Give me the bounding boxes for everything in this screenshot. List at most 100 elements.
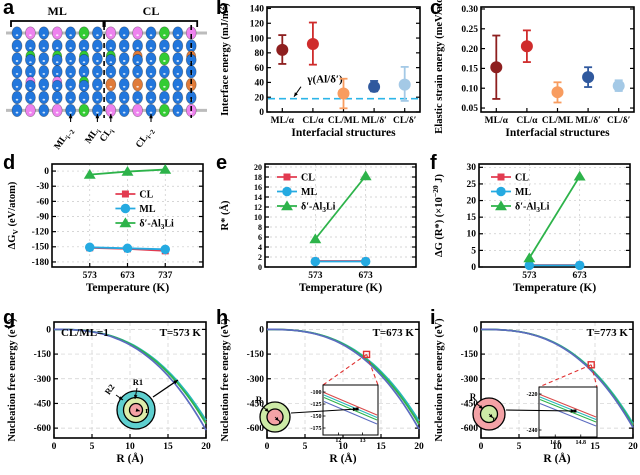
svg-text:0: 0	[259, 325, 264, 335]
svg-text:14.8: 14.8	[576, 440, 587, 446]
panel-c: c 0.05 0.10 0.15 0.20 0.25 0.30 ML/α CL/α CL/ML M…	[427, 0, 640, 155]
svg-text:20: 20	[414, 442, 424, 452]
svg-text:0: 0	[471, 263, 476, 273]
svg-text:0: 0	[259, 108, 264, 118]
svg-text:δ′-Al3Li: δ′-Al3Li	[301, 201, 336, 214]
svg-text:-90: -90	[36, 212, 49, 222]
svg-text:140: 140	[250, 5, 265, 15]
svg-text:-300: -300	[461, 375, 479, 385]
panel-g: g 0 -150 -300 -450 -600 0 5 10 15 20 CL/ML=1 T=573 …	[0, 307, 213, 475]
svg-text:-600: -600	[34, 424, 52, 434]
panel-b-interface-energy-chart: 0 20 40 60 80 100 120 140 ML/α CL/α CL/ML ML/δ′ CL/δ…	[217, 3, 421, 139]
panel-h: h 0 -150 -300 -450 -600 0 5 10 15 20 T=673 K Nuclea…	[213, 307, 427, 475]
svg-text:ML/α: ML/α	[485, 116, 509, 126]
svg-text:γ(Al/δ′): γ(Al/δ′)	[306, 74, 343, 86]
svg-text:CL/ML: CL/ML	[542, 116, 573, 126]
svg-text:573: 573	[522, 271, 537, 281]
svg-text:ML: ML	[48, 4, 67, 18]
panel-i: i 0 -150 -300 -450 -600 0 5 10 15 20 T=773 K Nuclea…	[427, 307, 640, 475]
svg-text:15: 15	[376, 442, 386, 452]
svg-text:15: 15	[467, 213, 477, 223]
svg-text:ΔGV (eV/atom): ΔGV (eV/atom)	[7, 181, 20, 249]
svg-text:CLi: CLi	[98, 126, 116, 145]
svg-text:R: R	[256, 395, 263, 405]
svg-text:15: 15	[590, 442, 600, 452]
svg-text:ML: ML	[139, 204, 155, 215]
svg-text:MLi−2: MLi−2	[53, 126, 77, 153]
svg-text:20: 20	[467, 196, 477, 206]
panel-b-letter: b	[216, 0, 229, 19]
svg-text:-30: -30	[36, 182, 49, 192]
svg-text:5: 5	[303, 442, 308, 452]
svg-text:CL/ML: CL/ML	[328, 116, 359, 126]
svg-text:R (Å): R (Å)	[543, 451, 570, 465]
svg-text:20: 20	[628, 442, 638, 452]
svg-text:10: 10	[467, 230, 477, 240]
svg-text:-60: -60	[36, 197, 49, 207]
svg-text:-180: -180	[32, 258, 50, 268]
svg-text:Temperature (K): Temperature (K)	[86, 282, 170, 294]
svg-text:13: 13	[360, 438, 366, 444]
panel-e-letter: e	[216, 152, 228, 174]
svg-text:0: 0	[46, 325, 51, 335]
svg-text:-150: -150	[461, 350, 479, 360]
svg-text:0.30: 0.30	[461, 5, 478, 15]
svg-text:-125: -125	[311, 402, 322, 408]
svg-text:8: 8	[258, 223, 262, 232]
svg-text:R (Å): R (Å)	[116, 451, 143, 465]
svg-text:Nucleation free energy (eV): Nucleation free energy (eV)	[434, 318, 445, 442]
svg-text:6: 6	[258, 233, 262, 242]
svg-text:R1: R1	[133, 377, 143, 387]
svg-text:0: 0	[52, 442, 57, 452]
svg-text:12: 12	[335, 438, 341, 444]
svg-text:-600: -600	[461, 424, 479, 434]
svg-text:CL: CL	[515, 172, 529, 183]
svg-text:-300: -300	[247, 375, 265, 385]
svg-text:Elastic strain energy (meV/ato: Elastic strain energy (meV/atom)	[434, 0, 445, 134]
svg-text:ML/δ′: ML/δ′	[361, 116, 387, 126]
svg-text:0: 0	[479, 442, 484, 452]
svg-text:120: 120	[250, 19, 265, 29]
panel-f-letter: f	[430, 152, 437, 174]
svg-text:0: 0	[44, 167, 49, 177]
svg-text:CL/ML=1: CL/ML=1	[61, 327, 109, 339]
svg-text:16: 16	[254, 183, 262, 192]
svg-text:CL/δ′: CL/δ′	[607, 116, 631, 126]
svg-text:CLi−2: CLi−2	[134, 126, 157, 152]
svg-text:10: 10	[552, 442, 562, 452]
svg-text:5: 5	[90, 442, 95, 452]
svg-text:CL/δ′: CL/δ′	[393, 116, 417, 126]
panel-b: b 0 20 40 60 80 100 120 140 ML/α CL/α CL/ML ML/δ′ CL…	[213, 0, 427, 155]
svg-text:5: 5	[471, 246, 476, 256]
panel-c-letter: c	[430, 0, 442, 19]
panel-d-letter: d	[3, 152, 16, 174]
svg-text:CL/α: CL/α	[302, 116, 324, 126]
svg-text:r: r	[278, 418, 281, 426]
svg-text:ΔG (R*) (×10−20 J): ΔG (R*) (×10−20 J)	[431, 173, 445, 257]
svg-text:CL: CL	[143, 4, 160, 18]
svg-text:δ′-Al3Li: δ′-Al3Li	[515, 201, 550, 214]
panel-f-nucleation-barrier-chart: 0 5 10 15 20 25 30 573 673 CL ML δ′-Al3Li ΔG (R*) (×…	[431, 163, 631, 294]
svg-text:-150: -150	[34, 350, 52, 360]
panel-a-letter: a	[3, 0, 15, 19]
svg-text:0: 0	[473, 325, 478, 335]
svg-text:30: 30	[467, 163, 477, 173]
svg-text:20: 20	[255, 93, 265, 103]
svg-text:10: 10	[125, 442, 135, 452]
svg-text:-450: -450	[247, 399, 265, 409]
svg-text:-150: -150	[32, 243, 50, 253]
svg-text:ML/δ′: ML/δ′	[575, 116, 601, 126]
svg-text:r: r	[492, 415, 495, 423]
svg-text:ML/α: ML/α	[271, 116, 295, 126]
svg-text:10: 10	[338, 442, 348, 452]
svg-text:-100: -100	[311, 390, 322, 396]
svg-text:R* (Å): R* (Å)	[219, 200, 231, 231]
svg-text:673: 673	[359, 271, 374, 281]
svg-text:r: r	[145, 406, 149, 415]
svg-text:15: 15	[163, 442, 173, 452]
svg-text:R (Å): R (Å)	[329, 451, 356, 465]
svg-text:Temperature (K): Temperature (K)	[513, 282, 597, 294]
